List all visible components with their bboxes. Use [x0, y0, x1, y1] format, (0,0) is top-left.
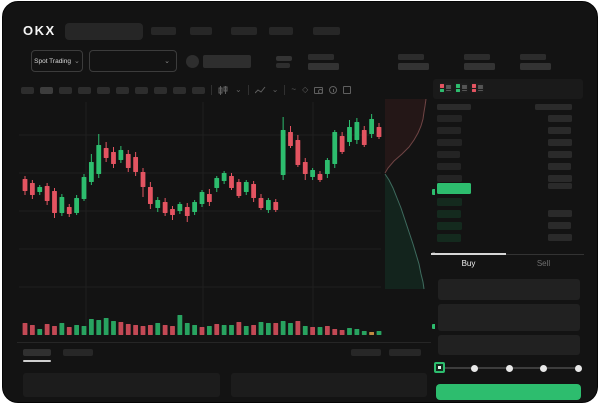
bottom-tab-active[interactable] — [23, 349, 51, 356]
bottom-bar-action[interactable] — [389, 349, 421, 356]
market-type-label: Spot Trading — [34, 57, 71, 65]
draw-tool-icon[interactable]: ◇ — [302, 85, 309, 94]
timeframe-button[interactable] — [173, 86, 186, 94]
last-price-placeholder — [276, 56, 292, 61]
chart-bottom-divider — [17, 342, 431, 343]
ask-amount-placeholder — [548, 183, 572, 189]
timeframe-button[interactable] — [78, 86, 91, 94]
timeframe-button[interactable] — [21, 86, 34, 94]
buy-submit-button[interactable] — [436, 384, 581, 400]
price-input[interactable] — [438, 279, 580, 300]
book-view-bids-icon[interactable] — [455, 83, 468, 93]
bottom-tab-indicator — [23, 360, 51, 362]
nav-item[interactable] — [313, 27, 340, 35]
ask-price-placeholder — [437, 163, 461, 170]
bid-price-placeholder — [437, 210, 461, 218]
timeframe-button[interactable] — [116, 86, 129, 94]
orderbook-view-toggles — [439, 83, 484, 93]
history-panel-placeholder — [231, 373, 427, 397]
bottom-bar-action[interactable] — [351, 349, 381, 356]
timeframe-button[interactable] — [192, 86, 205, 94]
bid-price-placeholder — [437, 198, 462, 206]
ask-amount-placeholder — [548, 175, 572, 182]
toolbar-divider — [247, 85, 249, 95]
nav-item[interactable] — [269, 27, 293, 35]
fullscreen-icon[interactable] — [343, 86, 352, 94]
bid-price-placeholder — [437, 234, 461, 242]
ask-price-placeholder — [437, 175, 462, 182]
wave-overlay-icon[interactable]: ~ — [291, 85, 297, 94]
timeframe-button[interactable] — [97, 86, 110, 94]
ask-price-placeholder — [437, 115, 462, 122]
slider-stop-dot[interactable] — [540, 364, 547, 372]
nav-item[interactable] — [190, 27, 212, 35]
search-input[interactable] — [65, 23, 143, 40]
price-change-placeholder — [276, 63, 290, 68]
indicator-icon[interactable] — [254, 86, 266, 95]
book-col-header-amount — [535, 104, 572, 110]
timeframe-button[interactable] — [154, 86, 167, 94]
chevron-down-icon: ⌄ — [73, 57, 80, 65]
ask-amount-placeholder — [548, 163, 571, 170]
timeframe-button-active[interactable] — [40, 86, 53, 94]
okx-logo: OKX — [23, 23, 56, 38]
token-avatar — [186, 55, 199, 68]
slider-stop-dot[interactable] — [471, 364, 478, 372]
bottom-tab[interactable] — [63, 349, 93, 356]
ask-price-placeholder — [437, 151, 460, 158]
pair-name-placeholder — [203, 55, 251, 68]
orderbook-header — [433, 79, 583, 99]
book-view-asks-icon[interactable] — [471, 83, 484, 93]
amount-slider-handle[interactable] — [434, 362, 445, 373]
buy-tab-indicator — [431, 253, 506, 255]
bid-price-placeholder — [437, 222, 462, 230]
toolbar-divider — [284, 85, 286, 95]
sell-tab-divider — [506, 254, 584, 255]
chevron-down-icon[interactable]: ⌄ — [271, 85, 279, 94]
ask-price-placeholder — [437, 139, 462, 146]
tab-buy[interactable]: Buy — [461, 259, 476, 268]
nav-item[interactable] — [231, 27, 257, 35]
ask-amount-placeholder — [548, 151, 572, 158]
ask-amount-placeholder — [548, 127, 571, 134]
book-col-header-price — [437, 104, 471, 110]
timeframe-button[interactable] — [135, 86, 148, 94]
price-chart[interactable] — [17, 99, 435, 342]
timeframe-button[interactable] — [59, 86, 72, 94]
total-input[interactable] — [438, 335, 580, 355]
ticker-stat — [398, 54, 429, 70]
candlestick-chart-icon[interactable] — [218, 85, 229, 95]
market-type-dropdown[interactable]: Spot Trading ⌄ — [31, 50, 83, 72]
snapshot-camera-icon[interactable] — [314, 86, 324, 94]
history-clock-icon[interactable] — [329, 86, 338, 94]
ticker-stat — [308, 54, 339, 70]
bid-amount-placeholder — [548, 222, 571, 229]
chart-toolbar: ⌄ ⌄ ~ ◇ — [21, 85, 352, 95]
tab-sell[interactable]: Sell — [536, 259, 551, 268]
nav-item[interactable] — [151, 27, 176, 35]
ticker-stat — [520, 54, 551, 70]
toolbar-divider — [211, 85, 212, 95]
chevron-down-icon: ⌄ — [164, 57, 170, 65]
ask-amount-placeholder — [548, 139, 572, 146]
chevron-down-icon[interactable]: ⌄ — [235, 85, 242, 94]
slider-stop-dot[interactable] — [505, 364, 513, 372]
slider-stop-dot[interactable] — [574, 364, 582, 372]
bid-amount-placeholder — [548, 234, 572, 241]
pair-selector-dropdown[interactable]: ⌄ — [89, 50, 177, 72]
last-price-badge — [437, 183, 471, 194]
ask-amount-placeholder — [548, 115, 572, 122]
ask-price-placeholder — [437, 127, 461, 134]
orders-panel-placeholder — [23, 373, 220, 397]
amount-input[interactable] — [438, 304, 580, 331]
bid-amount-placeholder — [548, 210, 572, 217]
ticker-stat — [464, 54, 495, 70]
book-view-combined-icon[interactable] — [439, 83, 452, 93]
